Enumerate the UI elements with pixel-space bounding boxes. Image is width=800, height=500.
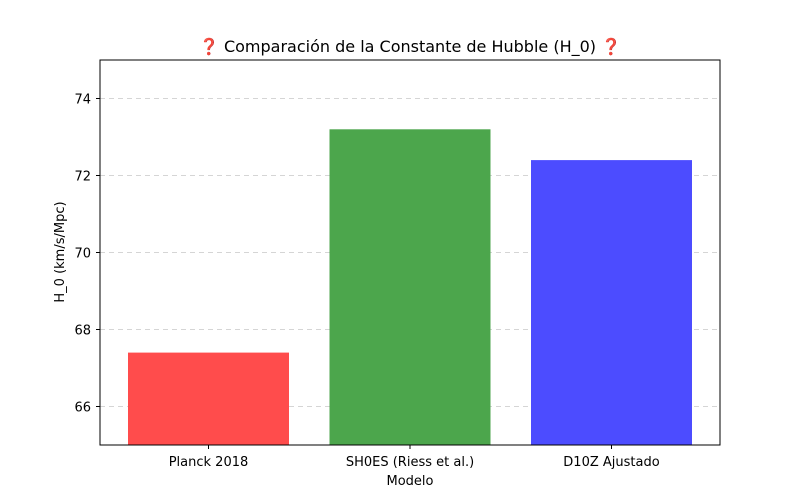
x-axis-ticks: Planck 2018 SH0ES (Riess et al.) D10Z Ajus…	[169, 445, 660, 470]
y-tick-label: 72	[74, 170, 91, 185]
y-tick-label: 66	[74, 401, 91, 416]
x-axis-title: Modelo	[387, 474, 434, 489]
y-axis-title: H_0 (km/s/Mpc)	[53, 201, 68, 302]
y-tick-label: 68	[74, 324, 91, 339]
bar-3	[531, 160, 692, 445]
bar-2	[329, 129, 491, 446]
x-tick-label: SH0ES (Riess et al.)	[346, 455, 474, 470]
y-axis-ticks: 66 68 70 72 74	[74, 93, 100, 416]
bars	[128, 129, 692, 446]
x-tick-label: D10Z Ajustado	[563, 455, 659, 470]
y-tick-label: 74	[74, 93, 91, 108]
chart-title: ❓ Comparación de la Constante de Hubble …	[199, 37, 621, 57]
bar-1	[128, 352, 289, 445]
y-tick-label: 70	[74, 247, 91, 262]
x-tick-label: Planck 2018	[169, 455, 249, 470]
